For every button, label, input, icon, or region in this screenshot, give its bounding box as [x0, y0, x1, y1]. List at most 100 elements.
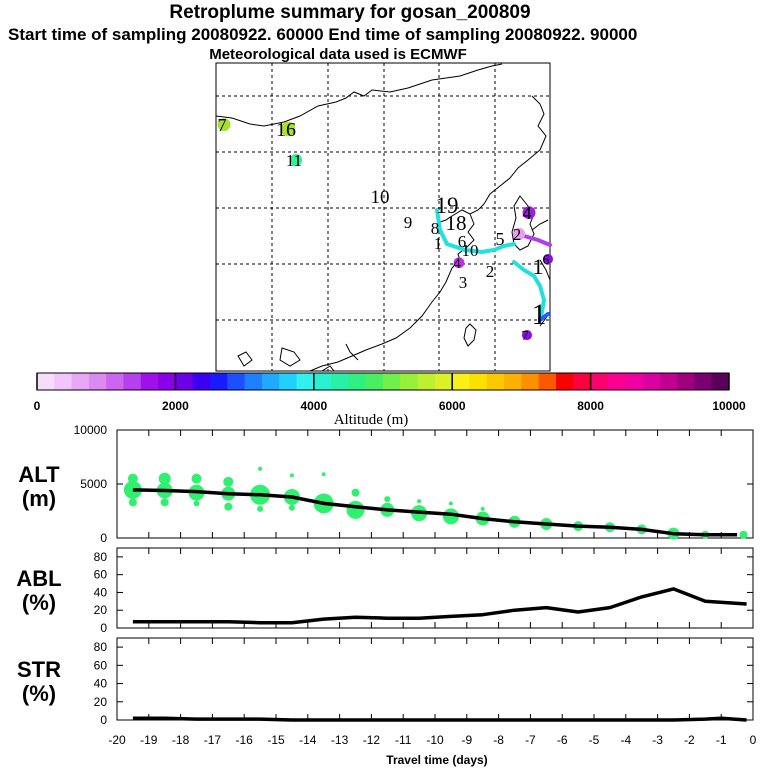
day-label: 6 [543, 253, 550, 268]
y-tick-label: 10000 [74, 423, 108, 437]
colorbar-swatch [71, 373, 90, 390]
trajectory-point [217, 118, 231, 132]
trajectory-point [542, 254, 554, 265]
x-tick-label: -9 [461, 733, 472, 747]
x-tick-label: -2 [684, 733, 695, 747]
colorbar-swatch [296, 373, 315, 390]
day-label: 16 [276, 119, 296, 141]
x-tick-label: -20 [108, 733, 126, 747]
y-tick-label: 40 [94, 585, 108, 599]
altitude-dot [191, 473, 202, 484]
altitude-dot [739, 530, 748, 539]
trajectory-point [289, 153, 303, 167]
colorbar-swatch [469, 373, 488, 390]
time-series-panels: 0500010000ALT(m)020406080ABL(%)020406080… [16, 423, 756, 767]
met-data-label: Meteorological data used is ECMWF [209, 46, 467, 63]
y-tick-label: 0 [100, 621, 107, 635]
altitude-dot [127, 473, 138, 484]
x-axis: -20 -19 -18 -17 -16 -15 -14 -13 -12 -11 -10 -9 -8 -7-… [108, 733, 756, 767]
x-tick-label: -17 [204, 733, 222, 747]
trajectory-point [522, 206, 536, 220]
map-grid [216, 63, 550, 371]
colorbar-swatch [677, 373, 695, 390]
map-frame [215, 62, 551, 372]
colorbar-tick-label: 2000 [162, 399, 189, 413]
trajectory-point [280, 121, 296, 137]
x-tick-label: -19 [140, 733, 158, 747]
day-label: 3 [459, 273, 468, 292]
trajectory-point [512, 227, 526, 241]
altitude-dot [351, 488, 360, 497]
altitude-dot [160, 498, 169, 507]
altitude-dot [158, 472, 171, 485]
panel-name: ABL [16, 566, 61, 591]
y-tick-label: 80 [94, 640, 108, 654]
altitude-colorbar: 0 2000 4000 6000 8000 10000 Altitude (m) [34, 372, 746, 428]
colorbar-swatch [192, 373, 211, 390]
colorbar-swatch [37, 373, 55, 390]
y-tick-label: 0 [100, 531, 107, 545]
colorbar-swatch [279, 373, 297, 390]
colorbar-swatch [88, 373, 107, 390]
x-tick-label: 0 [750, 733, 757, 747]
x-tick-label: -12 [363, 733, 381, 747]
colorbar-tick-label: 10000 [712, 399, 746, 413]
day-label: 2 [486, 262, 495, 281]
y-tick-label: 60 [94, 568, 108, 582]
figure-title: Retroplume summary for gosan_200809 [169, 2, 531, 23]
colorbar-swatch [158, 373, 176, 390]
day-label: 11 [286, 151, 302, 170]
day-label: 10 [371, 187, 390, 208]
altitude-dot [417, 499, 422, 504]
panel-unit: (%) [22, 681, 56, 706]
x-tick-label: -3 [652, 733, 663, 747]
trajectory-point [453, 257, 465, 269]
colorbar-swatch [261, 373, 280, 390]
colorbar-swatch [383, 373, 401, 390]
colorbar-swatch [711, 373, 730, 390]
x-tick-label: -4 [620, 733, 631, 747]
day-label: 1 [533, 254, 544, 279]
panel-unit: (%) [22, 590, 56, 615]
x-tick-label: -10 [426, 733, 444, 747]
altitude-dot [258, 466, 263, 471]
colorbar-swatch [659, 373, 678, 390]
colorbar-swatch [607, 373, 626, 390]
day-label: 4 [453, 256, 461, 272]
colorbar-swatch [54, 373, 73, 390]
day-label: 18 [446, 211, 467, 235]
day-label: 10 [462, 241, 479, 260]
y-tick-label: 20 [94, 695, 108, 709]
colorbar-swatch [625, 373, 643, 390]
x-tick-label: -6 [557, 733, 568, 747]
sampling-times: Start time of sampling 20080922. 60000 E… [8, 25, 638, 44]
colorbar-swatch [210, 373, 228, 390]
colorbar-tick-label: 8000 [577, 399, 604, 413]
colorbar-swatch [590, 373, 609, 390]
altitude-dot [223, 476, 234, 487]
trajectory-lines [435, 208, 552, 322]
day-label: 7 [218, 115, 227, 135]
colorbar-swatch [556, 373, 574, 390]
altitude-dot [224, 502, 233, 511]
colorbar-swatch [486, 373, 505, 390]
x-tick-label: -7 [525, 733, 536, 747]
colorbar-swatch [521, 373, 540, 390]
x-tick-label: -14 [299, 733, 317, 747]
altitude-dot [193, 500, 200, 507]
colorbar-swatch [573, 373, 592, 390]
series-line-str [132, 716, 747, 722]
y-tick-label: 20 [94, 603, 108, 617]
y-tick-label: 40 [94, 677, 108, 691]
colorbar-swatch [175, 373, 194, 390]
day-label: 7 [522, 329, 529, 344]
series-line-alt [132, 488, 738, 537]
x-tick-label: -5 [589, 733, 600, 747]
day-label: 9 [404, 213, 413, 232]
colorbar-tick-label: 4000 [300, 399, 327, 413]
panel-unit: (m) [22, 486, 56, 511]
colorbar-swatch [106, 373, 124, 390]
x-tick-label: -1 [716, 733, 727, 747]
